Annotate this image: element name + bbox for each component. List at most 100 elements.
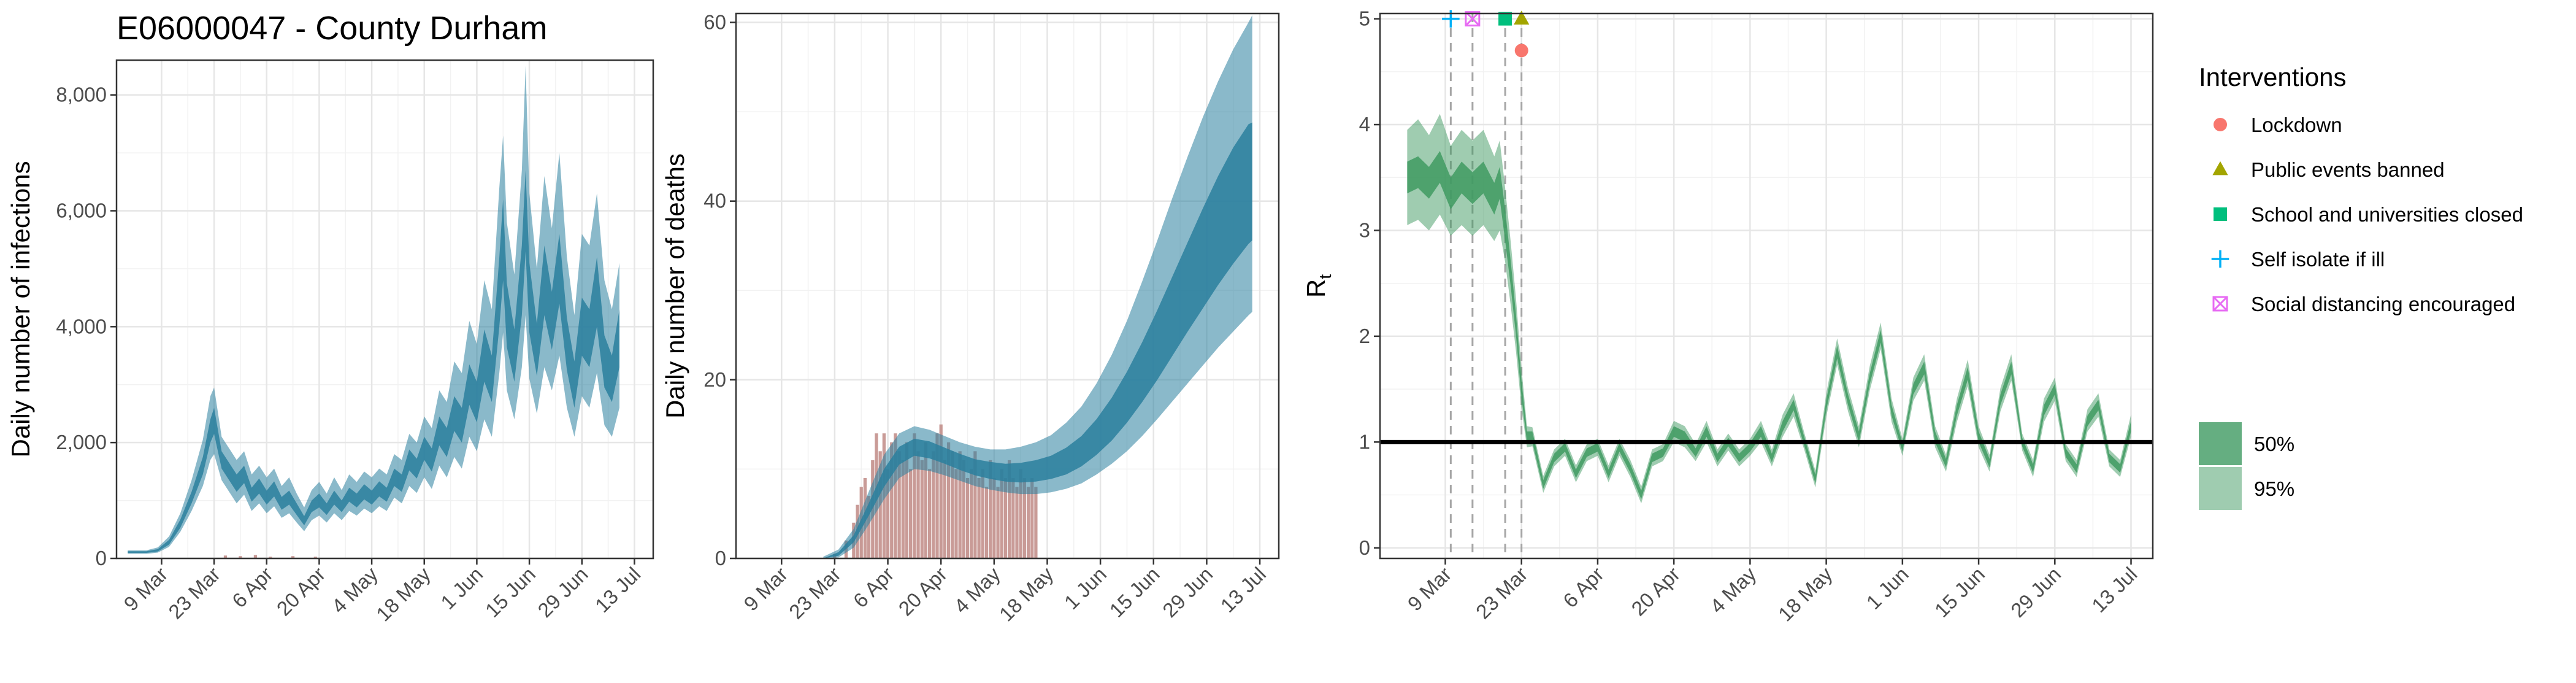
observed-bar [920, 460, 924, 558]
observed-bar [897, 451, 901, 558]
intervention-marker-square [1498, 12, 1512, 26]
x-tick-label: 29 Jun [533, 563, 592, 622]
observed-bar [984, 487, 989, 558]
legend-marker-triangle [2212, 161, 2228, 176]
x-tick-label: 18 May [995, 562, 1058, 625]
x-tick-label: 13 Jul [591, 563, 645, 617]
observed-bar [886, 469, 890, 558]
observed-bar [909, 469, 913, 558]
observed-bar [913, 433, 916, 558]
observed-bar [1026, 487, 1030, 558]
band-50 [823, 122, 1252, 559]
y-tick-label: 4 [1359, 113, 1370, 136]
y-tick-label: 3 [1359, 218, 1370, 241]
x-tick-label: 29 Jun [2006, 563, 2065, 622]
band-95 [823, 15, 1252, 558]
legend-marker-circle [2214, 118, 2227, 131]
legend-band-swatch [2199, 422, 2242, 465]
legend-item-label: Self isolate if ill [2251, 248, 2385, 271]
y-tick-label: 60 [703, 11, 726, 34]
observed-bar [890, 442, 894, 558]
observed-bar [867, 496, 871, 558]
y-tick-label: 20 [703, 368, 726, 391]
observed-bar [977, 477, 981, 558]
observed-bar [916, 451, 920, 558]
y-tick-label: 1 [1359, 430, 1370, 453]
observed-bar [1003, 477, 1008, 558]
observed-bar [1007, 460, 1011, 558]
y-axis-label: Rt [1301, 274, 1335, 298]
x-tick-label: 13 Jul [1216, 563, 1270, 617]
legend-title: Interventions [2199, 63, 2346, 91]
y-tick-label: 8,000 [56, 83, 107, 106]
x-tick-label: 18 May [372, 562, 435, 625]
x-tick-label: 23 Mar [1471, 563, 1532, 623]
legend-marker-square [2214, 207, 2227, 221]
band-95 [1407, 114, 2131, 504]
observed-bar [905, 442, 909, 558]
x-tick-label: 1 Jun [1060, 563, 1111, 614]
x-tick-label: 13 Jul [2087, 563, 2141, 617]
y-axis-label: Daily number of infections [6, 161, 35, 457]
observed-bar [989, 460, 992, 558]
observed-bar [951, 451, 954, 558]
observed-bar [943, 460, 947, 558]
observed-bar [965, 477, 970, 558]
y-tick-label: 0 [1359, 536, 1370, 559]
observed-bar [269, 557, 272, 558]
observed-bar [1022, 477, 1026, 558]
panel-border [115, 59, 654, 560]
observed-bar [939, 424, 943, 558]
legend-band-label: 95% [2254, 477, 2294, 500]
observed-bar [927, 469, 932, 558]
x-tick-label: 6 Apr [228, 563, 277, 612]
observed-bar [996, 487, 1000, 558]
x-tick-label: 20 Apr [1627, 563, 1684, 620]
plot-area [1380, 14, 2153, 558]
x-tick-label: 15 Jun [1105, 563, 1163, 622]
observed-bar [962, 460, 965, 558]
y-tick-label: 4,000 [56, 315, 107, 338]
legend-item-label: Social distancing encouraged [2251, 293, 2515, 315]
x-tick-label: 9 Mar [1403, 563, 1456, 615]
x-tick-label: 18 May [1774, 562, 1837, 625]
x-tick-label: 29 Jun [1158, 563, 1217, 622]
rt-panel: 0 1 2 3 4 5 9 Mar 23 Mar 6 Apr 20 Apr 4 May 18 May 1… [1301, 7, 2154, 625]
y-axis-label-subscript: t [1316, 274, 1335, 279]
observed-bar [924, 442, 928, 558]
observed-bar [973, 451, 977, 558]
observed-bar [954, 469, 958, 558]
y-tick-label: 2 [1359, 325, 1370, 347]
observed-bar [239, 556, 242, 558]
legend-item-label: Public events banned [2251, 158, 2445, 181]
panel-border [1379, 12, 2154, 560]
observed-bar [313, 557, 317, 558]
band-50 [1407, 151, 2131, 500]
intervention-marker-circle [1514, 44, 1528, 58]
x-tick-label: 20 Apr [272, 563, 330, 620]
y-tick-label: 6,000 [56, 199, 107, 222]
x-tick-label: 1 Jun [1862, 563, 1913, 614]
observed-bar [1000, 469, 1003, 558]
x-tick-label: 23 Mar [164, 563, 224, 623]
y-tick-label: 2,000 [56, 431, 107, 453]
x-tick-label: 1 Jun [436, 563, 487, 614]
y-tick-label: 5 [1359, 7, 1370, 30]
chart-title: E06000047 - County Durham [117, 10, 547, 47]
x-tick-label: 15 Jun [481, 563, 540, 622]
legend-item-label: Lockdown [2251, 114, 2342, 136]
observed-bar [935, 433, 939, 558]
x-tick-label: 6 Apr [849, 563, 899, 612]
observed-bar [223, 555, 228, 558]
observed-bar [1019, 469, 1022, 558]
legend: Interventions Lockdown Public events bann… [2199, 63, 2523, 510]
observed-bar [981, 469, 984, 558]
observed-bar [932, 451, 935, 558]
observed-bar [1034, 487, 1038, 558]
y-tick-label: 40 [703, 190, 726, 212]
legend-item-label: School and universities closed [2251, 203, 2523, 226]
y-tick-label: 0 [96, 547, 107, 569]
